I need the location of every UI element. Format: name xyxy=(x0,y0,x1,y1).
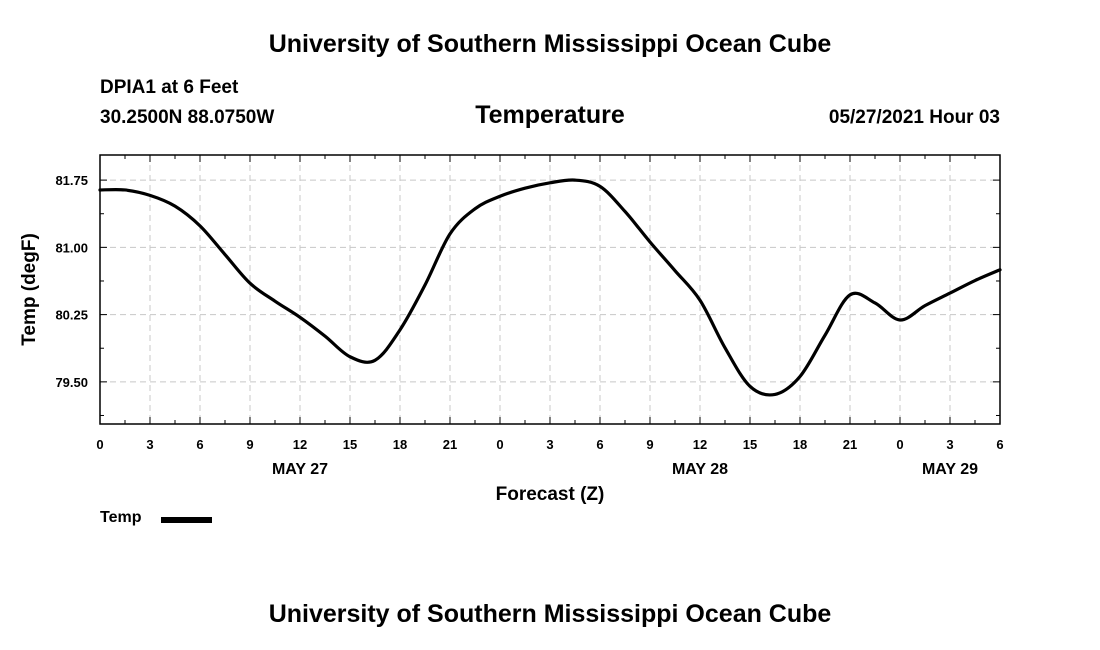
x-tick-label: 9 xyxy=(646,437,653,452)
x-tick-label: 3 xyxy=(946,437,953,452)
x-tick-label: 3 xyxy=(146,437,153,452)
station-label: DPIA1 at 6 Feet xyxy=(100,77,239,98)
page-title: University of Southern Mississippi Ocean… xyxy=(268,30,832,58)
x-tick-label: 3 xyxy=(546,437,553,452)
x-tick-label: 18 xyxy=(793,437,807,452)
x-tick-label: 0 xyxy=(96,437,103,452)
x-tick-label: 15 xyxy=(743,437,757,452)
x-tick-label: 12 xyxy=(693,437,707,452)
y-tick-label: 81.75 xyxy=(55,173,88,188)
x-tick-label: 6 xyxy=(596,437,603,452)
date-label: MAY 27 xyxy=(272,461,328,478)
date-label: MAY 29 xyxy=(922,461,978,478)
date-label: MAY 28 xyxy=(672,461,728,478)
chart-title: Temperature xyxy=(475,101,625,129)
x-axis-label: Forecast (Z) xyxy=(496,484,605,505)
y-tick-label: 79.50 xyxy=(55,375,88,390)
y-tick-label: 81.00 xyxy=(55,240,88,255)
x-tick-label: 0 xyxy=(496,437,503,452)
x-tick-label: 6 xyxy=(996,437,1003,452)
legend-label-temp: Temp xyxy=(100,509,142,526)
x-tick-label: 15 xyxy=(343,437,357,452)
x-tick-label: 0 xyxy=(896,437,903,452)
series-line-temp xyxy=(98,178,1002,397)
x-tick-label: 21 xyxy=(443,437,457,452)
x-tick-label: 9 xyxy=(246,437,253,452)
footer-title: University of Southern Mississippi Ocean… xyxy=(268,600,832,628)
legend-swatch-temp xyxy=(161,517,212,523)
y-tick-label: 80.25 xyxy=(55,308,88,323)
y-axis-label: Temp (degF) xyxy=(19,233,40,346)
x-tick-label: 12 xyxy=(293,437,307,452)
x-tick-label: 6 xyxy=(196,437,203,452)
forecast-timestamp: 05/27/2021 Hour 03 xyxy=(828,107,1000,128)
x-tick-label: 21 xyxy=(843,437,857,452)
x-tick-label: 18 xyxy=(393,437,407,452)
station-coordinates: 30.2500N 88.0750W xyxy=(100,107,275,128)
